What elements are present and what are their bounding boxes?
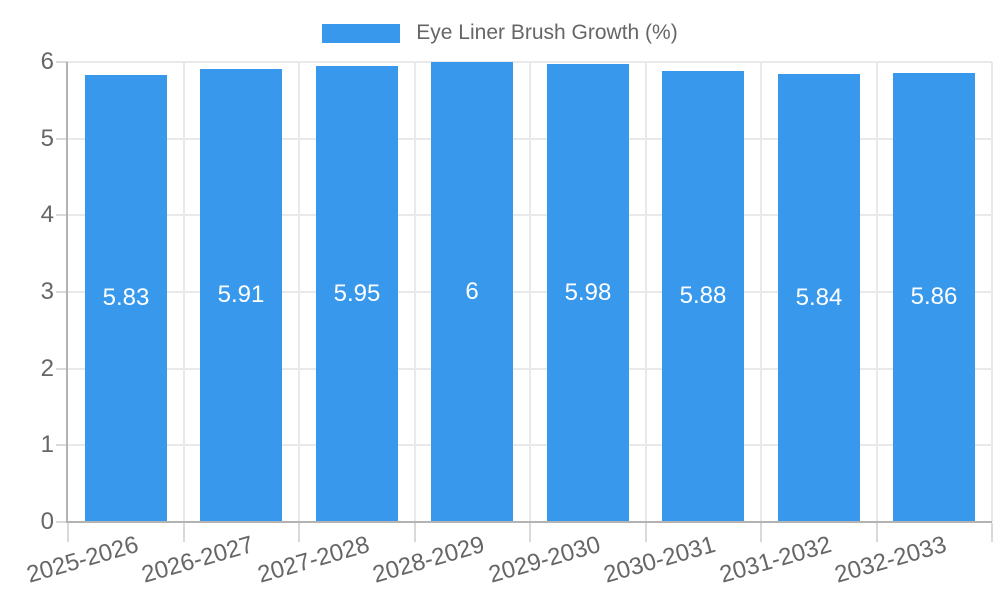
- gridline-vertical: [414, 62, 416, 522]
- x-axis-tick: [67, 523, 69, 542]
- y-tick-label: 5: [40, 125, 54, 152]
- gridline-vertical: [183, 62, 185, 522]
- gridline-vertical: [298, 62, 300, 522]
- bar-value-label: 5.84: [795, 283, 843, 311]
- legend-label: Eye Liner Brush Growth (%): [416, 21, 678, 44]
- y-axis-tick: [56, 521, 68, 523]
- bar-value-label: 5.95: [333, 279, 381, 307]
- y-axis-tick: [56, 214, 68, 216]
- bar[interactable]: [893, 73, 975, 521]
- bar[interactable]: [662, 71, 744, 521]
- bar-value-label: 5.86: [910, 283, 958, 310]
- bar-value-label: 5.91: [217, 281, 265, 308]
- y-axis-tick: [56, 291, 68, 293]
- x-axis-tick: [991, 523, 993, 542]
- y-tick-label: 4: [40, 201, 54, 228]
- y-tick-label: 1: [40, 431, 54, 458]
- y-tick-label: 3: [40, 278, 54, 305]
- gridline-vertical: [876, 62, 878, 522]
- y-axis-tick: [56, 444, 68, 446]
- bar[interactable]: [778, 74, 860, 521]
- x-axis-tick: [183, 523, 185, 542]
- y-axis-line: [66, 62, 68, 523]
- bar[interactable]: [85, 75, 167, 521]
- legend-item[interactable]: Eye Liner Brush Growth (%): [322, 21, 678, 45]
- y-axis-tick: [56, 368, 68, 370]
- bar-value-label: 5.98: [564, 278, 612, 306]
- x-axis-tick: [298, 523, 300, 542]
- bar[interactable]: [547, 64, 629, 521]
- x-axis-line: [66, 521, 992, 523]
- x-axis-tick: [645, 523, 647, 542]
- x-axis-tick: [414, 523, 416, 542]
- y-axis-tick: [56, 138, 68, 140]
- chart-legend: Eye Liner Brush Growth (%): [0, 18, 1000, 48]
- y-axis-tick: [56, 61, 68, 63]
- legend-swatch-icon: [322, 23, 401, 43]
- gridline-vertical: [645, 62, 647, 522]
- bar[interactable]: [200, 69, 282, 521]
- x-axis-tick: [529, 523, 531, 542]
- bar-value-label: 6: [465, 277, 479, 305]
- bar-value-label: 5.83: [102, 284, 150, 311]
- gridline-vertical: [991, 62, 993, 522]
- y-tick-label: 6: [40, 48, 54, 75]
- gridline-vertical: [760, 62, 762, 522]
- bar-value-label: 5.88: [679, 282, 727, 309]
- gridline-vertical: [529, 62, 531, 522]
- x-axis-tick: [760, 523, 762, 542]
- x-axis-tick: [876, 523, 878, 542]
- bar[interactable]: [316, 66, 398, 521]
- y-tick-label: 2: [40, 355, 54, 382]
- bar[interactable]: [431, 62, 513, 521]
- y-tick-label: 0: [40, 508, 54, 535]
